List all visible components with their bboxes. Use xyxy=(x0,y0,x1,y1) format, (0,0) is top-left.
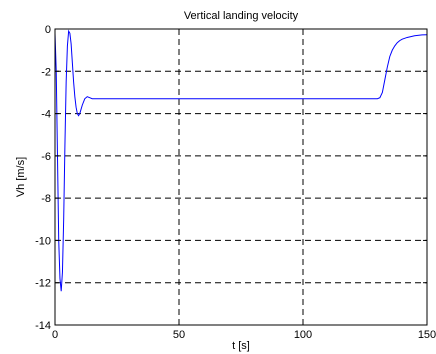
y-tick-label: -14 xyxy=(35,320,51,332)
y-tick-label: -10 xyxy=(35,235,51,247)
y-tick-label: -4 xyxy=(41,109,51,121)
chart-title: Vertical landing velocity xyxy=(184,10,299,22)
y-tick-label: -2 xyxy=(41,66,51,78)
x-axis-ticks: 0 50 100 150 xyxy=(52,29,436,341)
y-axis-ticks: -14 -12 -10 -8 -6 -4 -2 0 xyxy=(35,24,427,332)
y-tick-label: -6 xyxy=(41,151,51,163)
plot-frame xyxy=(54,28,428,326)
y-tick-label: -12 xyxy=(35,278,51,290)
grid xyxy=(55,29,427,325)
x-tick-label: 150 xyxy=(418,329,436,341)
x-tick-label: 0 xyxy=(52,329,58,341)
plot-area xyxy=(55,29,427,325)
y-axis-label: Vh [m/s] xyxy=(15,157,27,197)
y-tick-label: 0 xyxy=(45,24,51,36)
x-axis-label: t [s] xyxy=(232,340,250,352)
series-line xyxy=(54,29,428,292)
x-tick-label: 100 xyxy=(294,329,312,341)
x-tick-label: 50 xyxy=(173,329,185,341)
y-tick-label: -8 xyxy=(41,193,51,205)
